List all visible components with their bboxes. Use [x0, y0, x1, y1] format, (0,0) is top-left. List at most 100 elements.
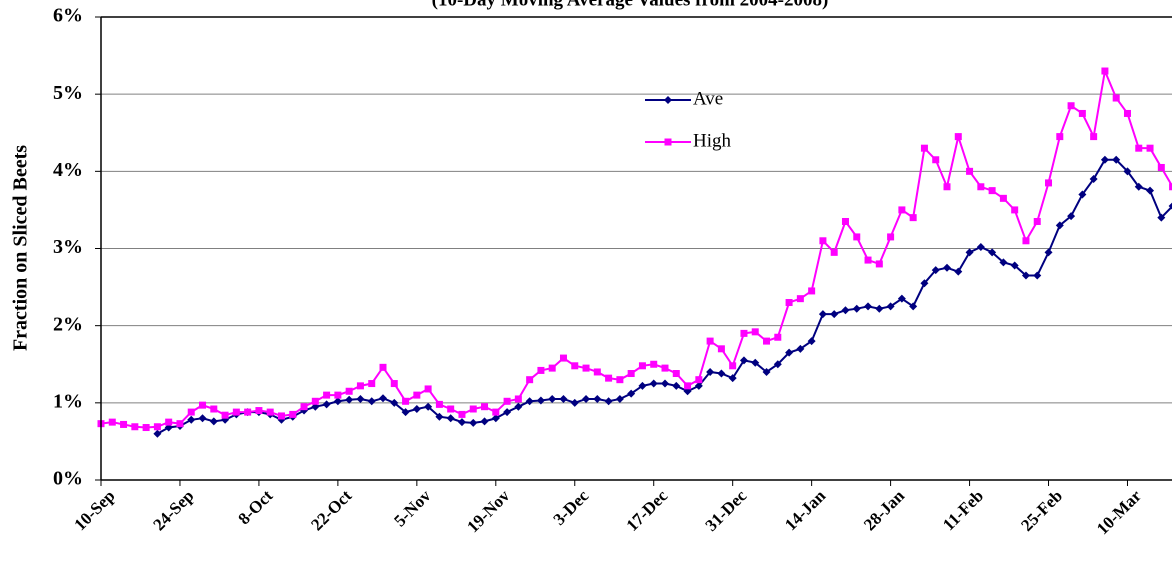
data-point	[1100, 155, 1109, 164]
data-point	[988, 187, 996, 195]
data-point	[153, 423, 161, 431]
data-point	[582, 394, 591, 403]
data-point	[232, 408, 240, 416]
data-point	[763, 337, 771, 345]
data-point	[311, 397, 319, 405]
data-point	[401, 408, 410, 417]
data-point	[638, 381, 647, 390]
data-point	[424, 385, 432, 393]
data-point	[402, 397, 410, 405]
data-point	[390, 398, 399, 407]
data-point	[1067, 102, 1075, 110]
y-tick-label: 0%	[53, 468, 83, 490]
data-point	[435, 400, 443, 408]
data-point	[965, 248, 974, 257]
data-point	[897, 294, 906, 303]
data-point	[108, 418, 116, 426]
data-point	[469, 405, 477, 413]
chart-subtitle: (10-Day Moving Average Values from 2004-…	[432, 0, 829, 10]
data-point	[808, 287, 816, 295]
data-point	[1157, 163, 1165, 171]
data-point	[943, 263, 951, 272]
data-point	[729, 362, 737, 370]
data-point	[424, 402, 433, 411]
data-point	[356, 394, 365, 403]
data-point	[412, 405, 421, 414]
y-tick-label: 1%	[53, 390, 83, 412]
data-point	[638, 362, 646, 370]
data-point	[852, 304, 861, 313]
data-point	[176, 420, 184, 428]
data-point	[1157, 213, 1166, 222]
data-point	[977, 183, 985, 191]
data-point	[1021, 271, 1030, 280]
data-point	[1078, 190, 1087, 199]
data-point	[887, 233, 895, 241]
data-point	[661, 379, 669, 388]
data-point	[120, 420, 128, 428]
y-tick-label: 4%	[53, 159, 83, 181]
data-point	[1044, 248, 1053, 257]
data-point	[875, 304, 884, 313]
data-point	[864, 256, 872, 264]
data-point	[649, 379, 658, 388]
data-point	[1078, 109, 1086, 117]
data-point	[605, 374, 613, 382]
data-point	[785, 299, 793, 307]
data-point	[1033, 271, 1042, 280]
data-point	[199, 401, 207, 409]
data-point	[717, 369, 726, 378]
data-point	[920, 144, 928, 152]
data-point	[187, 415, 196, 424]
data-point	[447, 405, 455, 413]
data-point	[503, 408, 512, 417]
data-point	[773, 360, 782, 369]
data-point	[300, 403, 308, 411]
data-point	[334, 391, 342, 399]
data-point	[1045, 179, 1053, 187]
data-point	[503, 397, 511, 405]
data-point	[1112, 94, 1120, 102]
data-point	[525, 397, 534, 406]
data-point	[526, 376, 534, 384]
data-point	[593, 394, 602, 403]
data-point	[819, 237, 827, 245]
data-point	[559, 394, 568, 403]
data-point	[379, 363, 387, 371]
data-point	[198, 414, 207, 423]
data-point	[165, 418, 173, 426]
data-point	[244, 408, 252, 416]
data-point	[740, 329, 748, 337]
data-point	[616, 376, 624, 384]
data-point	[627, 370, 635, 378]
data-point	[413, 391, 421, 399]
data-point	[1123, 109, 1131, 117]
data-point	[480, 417, 489, 426]
data-point	[1134, 182, 1143, 191]
data-point	[728, 374, 737, 383]
data-point	[379, 394, 387, 403]
data-point	[481, 403, 489, 411]
data-point	[627, 389, 636, 398]
data-point	[1055, 221, 1064, 230]
data-point	[1135, 144, 1143, 152]
data-point	[593, 368, 601, 376]
data-point	[187, 408, 195, 416]
data-point	[672, 370, 680, 378]
data-point	[548, 364, 556, 372]
data-point	[976, 242, 985, 251]
data-point	[954, 267, 963, 276]
data-point	[706, 367, 715, 376]
data-point	[492, 408, 500, 416]
data-point	[266, 408, 274, 416]
data-point	[1112, 155, 1121, 164]
y-tick-label: 2%	[53, 313, 83, 335]
data-point	[739, 356, 748, 365]
data-point	[323, 391, 331, 399]
data-point	[684, 382, 692, 390]
data-point	[1123, 167, 1132, 176]
data-point	[142, 424, 150, 432]
data-point	[796, 295, 804, 303]
data-point	[818, 310, 827, 319]
